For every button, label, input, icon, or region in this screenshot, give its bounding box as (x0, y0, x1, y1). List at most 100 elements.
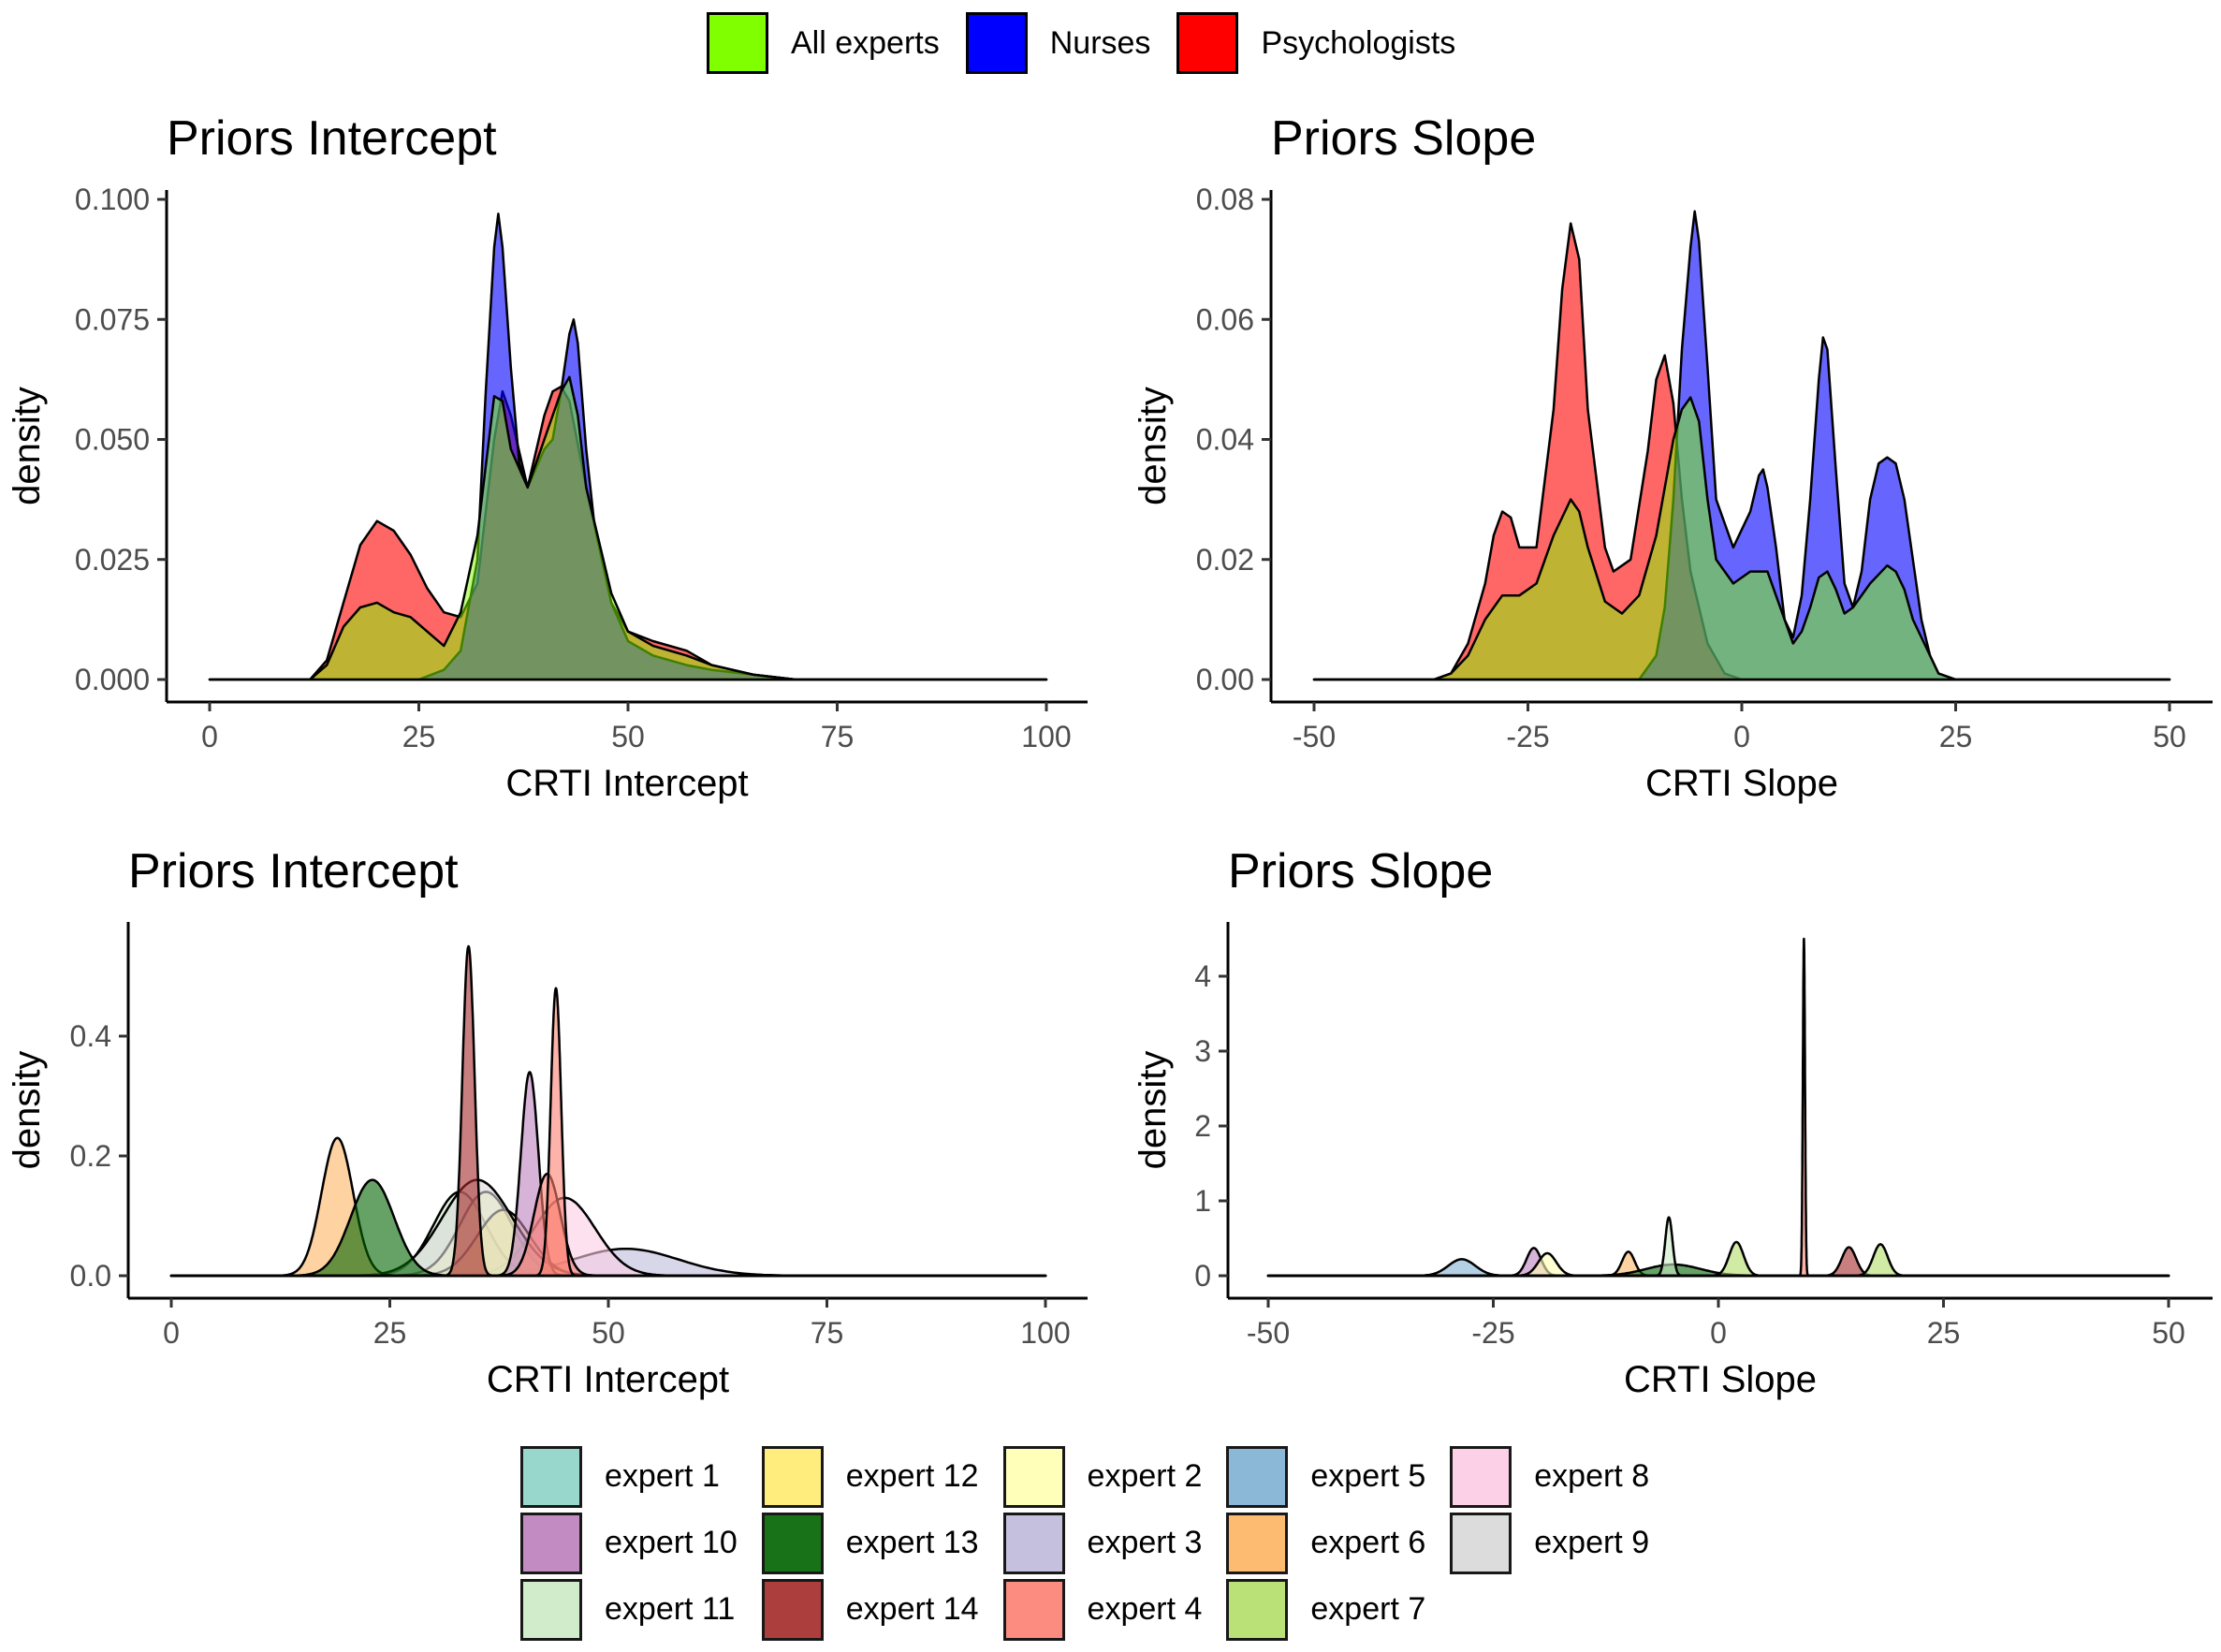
legend-bottom-item: expert 6 (1226, 1510, 1425, 1576)
legend-bottom-item: expert 8 (1450, 1443, 1649, 1510)
y-tick-label: 0.08 (1196, 183, 1254, 216)
x-tick-label: 50 (2153, 720, 2186, 753)
legend-top-item: Nurses (965, 12, 1150, 74)
density-area (208, 212, 1048, 681)
density-area (1312, 396, 2171, 681)
chart-title: Priors Slope (1228, 844, 1493, 899)
legend-bottom-swatch (1002, 1512, 1065, 1574)
legend-bottom-swatch (520, 1578, 582, 1641)
legend-bottom-swatch (520, 1445, 582, 1508)
x-tick-label: 0 (1710, 1316, 1727, 1350)
density-area (1266, 937, 2170, 1278)
y-tick-label: 0.050 (75, 423, 150, 457)
legend-top: All experts Nurses Psychologists (707, 6, 1482, 80)
legend-bottom-label: expert 12 (845, 1458, 979, 1494)
y-axis-label: density (7, 1051, 48, 1170)
legend-bottom-item: expert 1 (520, 1443, 738, 1510)
legend-bottom-item: expert 4 (1002, 1576, 1203, 1643)
legend-bottom-item: expert 9 (1450, 1510, 1649, 1576)
legend-bottom-swatch (1450, 1445, 1512, 1508)
panel-top-left: Priors Intercept 0 25 50 75 100 0.000 0.025 0.05… (7, 111, 1088, 804)
legend-bottom-label: expert 3 (1087, 1525, 1203, 1560)
y-tick-label: 0.0 (70, 1259, 111, 1293)
legend-top-swatch (965, 12, 1028, 74)
density-area (1266, 1243, 2170, 1278)
y-tick-label: 0.02 (1196, 543, 1254, 577)
panel-bottom-right: Priors Slope -50 -25 0 25 50 0 1 2 3 4 CRTI Slope de… (1132, 844, 2213, 1400)
legend-bottom-item: expert 14 (761, 1576, 979, 1643)
x-tick-label: -50 (1247, 1316, 1290, 1350)
legend-top-label: All experts (791, 24, 940, 61)
legend-top-item: Psychologists (1176, 12, 1455, 74)
x-tick-label: 50 (611, 720, 645, 753)
y-tick-label: 0.06 (1196, 302, 1254, 336)
legend-bottom-label: expert 11 (605, 1591, 736, 1627)
y-tick-label: 0.025 (75, 543, 150, 577)
legend-bottom-label: expert 1 (605, 1458, 720, 1494)
legend-bottom-label: expert 5 (1310, 1458, 1426, 1494)
panel-bottom-left: Priors Intercept 0 25 50 75 100 0.0 0.2 0.4 CRTI … (7, 844, 1088, 1400)
legend-bottom-item: expert 7 (1226, 1576, 1425, 1643)
legend-bottom-swatch (1002, 1445, 1065, 1508)
legend-bottom-label: expert 4 (1087, 1591, 1203, 1627)
legend-bottom-item: expert 12 (761, 1443, 979, 1510)
legend-bottom-label: expert 14 (845, 1591, 979, 1627)
density-area (1266, 1216, 2170, 1278)
legend-bottom-label: expert 2 (1087, 1458, 1203, 1494)
x-tick-label: -50 (1293, 720, 1336, 753)
legend-bottom-label: expert 9 (1534, 1525, 1650, 1560)
legend-bottom-label: expert 6 (1310, 1525, 1426, 1560)
legend-top-swatch (707, 12, 768, 74)
legend-bottom-label: expert 10 (605, 1525, 738, 1560)
legend-bottom-swatch (1450, 1512, 1512, 1574)
x-axis-label: CRTI Intercept (487, 1359, 729, 1400)
y-tick-label: 4 (1194, 959, 1211, 993)
chart-title: Priors Intercept (167, 111, 497, 166)
legend-top-label: Psychologists (1261, 24, 1456, 61)
y-tick-label: 0.100 (75, 183, 150, 216)
legend-bottom-item: expert 11 (520, 1576, 738, 1643)
density-area (169, 944, 1047, 1278)
panel-top-right: Priors Slope -50 -25 0 25 50 0.00 0.02 0.04 0.06 0… (1132, 111, 2213, 804)
y-tick-label: 1 (1194, 1184, 1211, 1218)
x-axis-label: CRTI Slope (1645, 763, 1838, 804)
x-axis-label: CRTI Slope (1624, 1359, 1817, 1400)
density-area (169, 987, 1047, 1278)
x-tick-label: 100 (1021, 720, 1071, 753)
legend-bottom-swatch (761, 1578, 824, 1641)
legend-top-item: All experts (707, 12, 940, 74)
y-tick-label: 0.4 (70, 1019, 111, 1053)
legend-bottom-item: expert 5 (1226, 1443, 1425, 1510)
legend-bottom-swatch (1226, 1445, 1289, 1508)
density-area (169, 1071, 1047, 1278)
y-tick-label: 0.2 (70, 1139, 111, 1173)
x-tick-label: 25 (1939, 720, 1973, 753)
x-tick-label: 0 (1733, 720, 1750, 753)
x-axis-label: CRTI Intercept (505, 763, 748, 804)
x-tick-label: 0 (163, 1316, 180, 1350)
x-tick-label: 25 (1927, 1316, 1961, 1350)
chart-title: Priors Slope (1271, 111, 1536, 166)
legend-bottom: expert 1 expert 10 expert 11 expert 12 exper… (520, 1443, 1649, 1643)
x-tick-label: 25 (373, 1316, 407, 1350)
x-tick-label: -25 (1471, 1316, 1514, 1350)
legend-bottom-item: expert 3 (1002, 1510, 1203, 1576)
legend-bottom-swatch (520, 1512, 582, 1574)
x-tick-label: 75 (811, 1316, 844, 1350)
legend-bottom-item: expert 2 (1002, 1443, 1203, 1510)
legend-bottom-label: expert 7 (1310, 1591, 1426, 1627)
legend-bottom-swatch (1002, 1578, 1065, 1641)
y-tick-label: 0.04 (1196, 423, 1254, 457)
y-axis-label: density (1132, 387, 1174, 505)
legend-bottom-swatch (761, 1512, 824, 1574)
y-tick-label: 0.000 (75, 663, 150, 696)
y-axis-label: density (7, 387, 48, 505)
y-tick-label: 0.00 (1196, 663, 1254, 696)
legend-bottom-swatch (1226, 1578, 1289, 1641)
x-tick-label: -25 (1506, 720, 1549, 753)
x-tick-label: 50 (592, 1316, 625, 1350)
legend-bottom-item: expert 13 (761, 1510, 979, 1576)
legend-bottom-label: expert 13 (845, 1525, 979, 1560)
density-area (208, 375, 1048, 681)
